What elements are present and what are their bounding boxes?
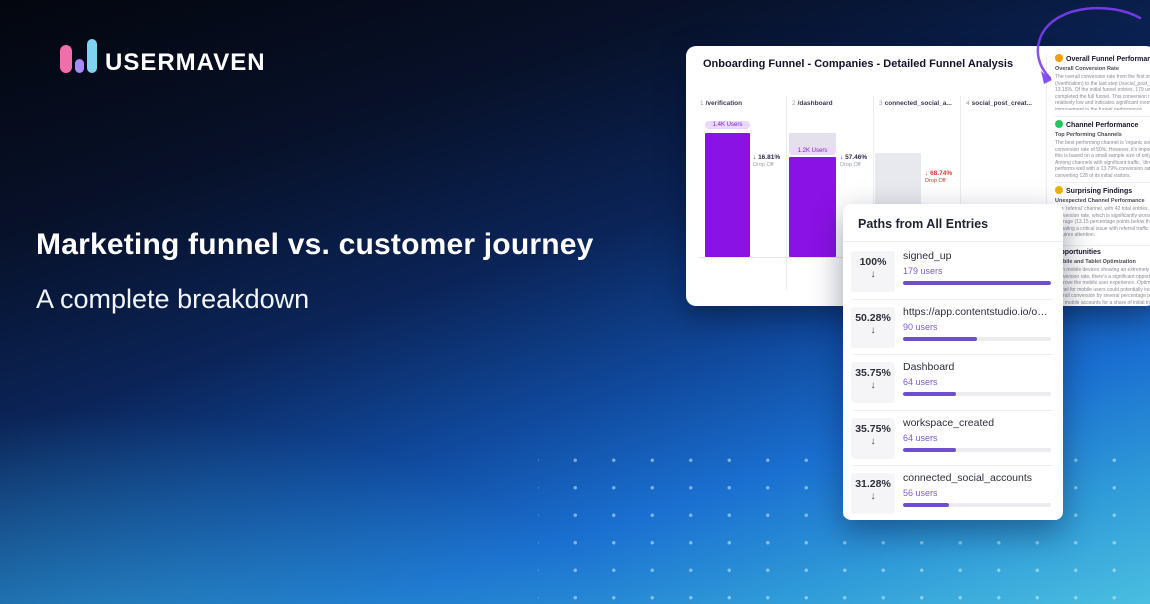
down-arrow-icon: ↓ [925,170,929,177]
funnel-bar-verification[interactable] [705,133,750,257]
path-name: signed_up [903,250,952,262]
dropoff-stat: ↓ 57.46% Drop Off [840,154,868,168]
progress-track [903,447,1051,452]
funnel-step-label: 2/dashboard [792,100,833,107]
progress-fill [903,281,1051,285]
down-arrow-icon: ↓ [870,380,876,391]
overall-performance-icon [1055,54,1063,62]
path-name: Dashboard [903,361,955,373]
funnel-step-label: 4 social_post_creat... [966,100,1032,107]
path-users: 64 users [903,377,938,387]
column-divider [960,96,961,290]
path-row[interactable]: 35.75% ↓ workspace_created 64 users [843,411,1063,467]
insight-section-channel: Channel Performance Top Performing Chann… [1055,120,1150,178]
column-divider [873,96,874,290]
path-name: connected_social_accounts [903,472,1033,484]
path-name: workspace_created [903,416,995,429]
down-arrow-icon: ↓ [840,154,844,161]
path-percent-box: 35.75% ↓ [851,362,895,403]
column-divider [786,96,787,290]
progress-track [903,336,1051,341]
path-percent-box: 35.75% ↓ [851,417,895,459]
paths-list: 100% ↓ signed_up 179 users 50.28% ↓ http… [843,244,1063,520]
funnel-step-label: 3 connected_social_a... [879,100,952,107]
dropoff-stat-red: ↓ 68.74% Drop Off [925,170,953,184]
path-users: 56 users [903,488,938,498]
path-percent-box: 31.28% ↓ [851,473,895,514]
logo-bar-pink-icon [60,45,72,73]
annotation-arrow-icon [1036,6,1142,84]
funnel-ghost-bar [789,133,836,150]
funnel-step-label: 1/verification [700,100,743,107]
path-name: https://app.contentstudio.io/onbo... [903,305,1051,318]
sidebar-divider [1046,54,1047,306]
path-row[interactable]: 100% ↓ signed_up 179 users [843,244,1063,300]
paths-card-title: Paths from All Entries [858,217,989,231]
hero-title: Marketing funnel vs. customer journey [36,228,594,261]
funnel-card-title: Onboarding Funnel - Companies - Detailed… [703,58,1014,70]
down-arrow-icon: ↓ [870,491,876,502]
path-users: 64 users [903,432,938,443]
surprising-findings-icon [1055,186,1063,194]
divider [843,241,1063,242]
step-users-badge: 1.2K Users [789,147,836,155]
path-row[interactable]: 35.75% ↓ Dashboard 64 users [843,355,1063,411]
step-users-badge: 1.4K Users [705,121,750,129]
path-percent-box: 50.28% ↓ [851,306,895,348]
funnel-bar-dashboard[interactable] [789,157,836,257]
insight-section-findings: Surprising Findings Unexpected Channel P… [1055,186,1150,238]
progress-fill [903,336,978,341]
path-row[interactable]: 50.28% ↓ https://app.contentstudio.io/on… [843,300,1063,356]
down-arrow-icon: ↓ [870,324,876,336]
channel-performance-icon [1055,120,1063,128]
logo-bar-cyan-icon [87,39,97,73]
logo-bar-purple-icon [75,59,84,73]
section-divider [1055,245,1150,246]
logo-wordmark: USERMAVEN [105,49,266,76]
paths-card: Paths from All Entries 100% ↓ signed_up … [843,204,1063,520]
down-arrow-icon: ↓ [753,154,757,161]
progress-fill [903,503,950,507]
down-arrow-icon: ↓ [870,269,876,280]
path-users: 90 users [903,321,938,332]
progress-track [903,503,1051,507]
path-row[interactable]: 31.28% ↓ connected_social_accounts 56 us… [843,466,1063,520]
ai-insights-panel: Overall Funnel Performance Overall Conve… [1055,46,1150,306]
path-percent-box: 100% ↓ [851,251,895,292]
progress-track [903,392,1051,396]
progress-fill [903,447,956,452]
hero-subtitle: A complete breakdown [36,284,310,314]
section-divider [1055,116,1150,117]
section-divider [1055,182,1150,183]
progress-fill [903,392,956,396]
insight-section-overall: Overall Funnel Performance Overall Conve… [1055,54,1150,110]
down-arrow-icon: ↓ [870,435,876,447]
dropoff-stat: ↓ 16.81% Drop Off [753,154,781,168]
progress-track [903,281,1051,285]
path-users: 179 users [903,266,943,276]
insight-section-opportunities: Opportunities Mobile and Tablet Optimiza… [1055,249,1150,306]
